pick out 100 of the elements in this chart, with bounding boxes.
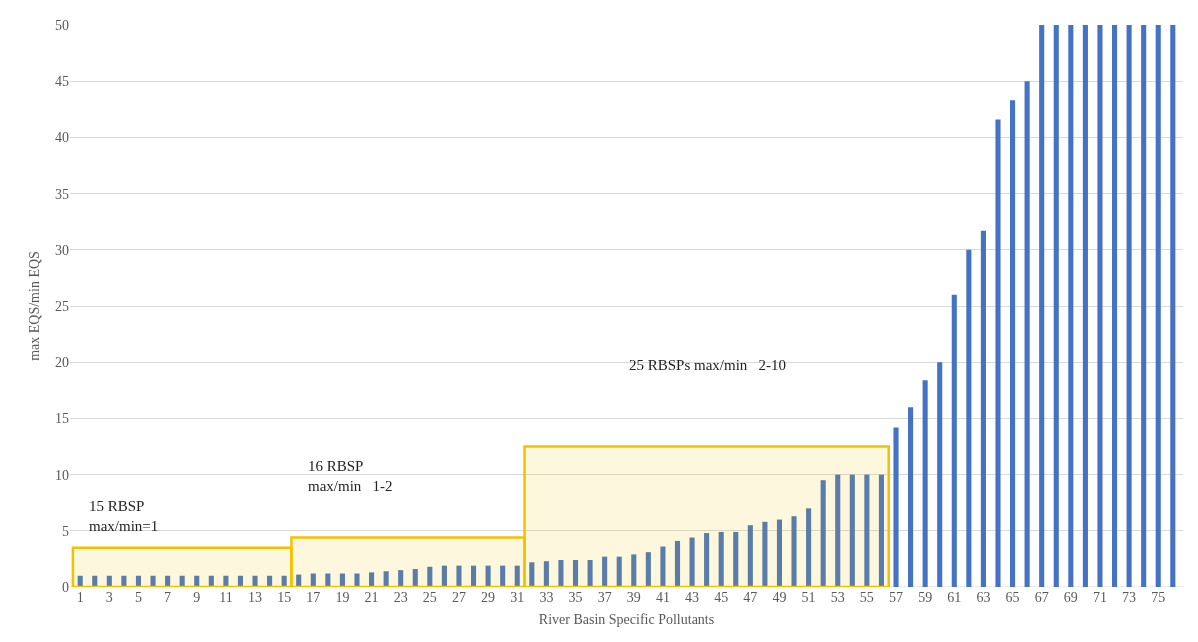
bar xyxy=(660,546,666,587)
bar xyxy=(1024,81,1030,587)
bar xyxy=(339,573,345,587)
bar xyxy=(412,569,418,587)
bar xyxy=(864,474,870,587)
bar xyxy=(820,480,826,587)
bar xyxy=(369,572,375,587)
bar xyxy=(223,575,229,587)
bar xyxy=(718,531,724,587)
bar xyxy=(587,560,593,587)
bar xyxy=(1155,25,1161,587)
bar xyxy=(1068,25,1074,587)
x-tick-label: 59 xyxy=(918,590,933,605)
bar xyxy=(529,562,535,587)
bar xyxy=(77,575,83,587)
x-tick-label: 33 xyxy=(539,590,554,605)
bar xyxy=(980,230,986,587)
bar xyxy=(674,540,681,587)
bar xyxy=(179,575,185,587)
x-tick-label: 63 xyxy=(976,590,991,605)
bar xyxy=(762,521,768,587)
x-tick-label: 31 xyxy=(510,590,525,605)
x-tick-label: 17 xyxy=(306,590,321,605)
bar xyxy=(208,575,214,587)
x-tick-label: 71 xyxy=(1092,590,1107,605)
bar xyxy=(631,554,637,587)
bar xyxy=(543,561,549,587)
bar xyxy=(1010,100,1016,587)
bar xyxy=(951,294,957,587)
bar xyxy=(325,573,331,587)
x-tick-label: 1 xyxy=(76,590,84,605)
x-tick-label: 19 xyxy=(335,590,350,605)
bar xyxy=(966,249,972,587)
bar xyxy=(383,571,389,587)
annotation: 16 RBSP max/min 1-2 xyxy=(308,458,393,494)
bar xyxy=(908,407,914,587)
x-tick-label: 55 xyxy=(859,590,874,605)
bar xyxy=(310,573,316,587)
x-tick-label: 43 xyxy=(685,590,700,605)
bar xyxy=(704,533,710,587)
bar xyxy=(849,474,855,587)
bar xyxy=(747,525,753,587)
x-tick-label: 29 xyxy=(481,590,496,605)
bar xyxy=(922,380,928,587)
bar xyxy=(194,575,200,587)
bar xyxy=(427,566,433,587)
bar xyxy=(398,570,404,587)
x-tick-label: 21 xyxy=(364,590,379,605)
x-tick-label: 65 xyxy=(1005,590,1020,605)
y-tick-label: 35 xyxy=(55,186,69,202)
y-tick-label: 10 xyxy=(55,467,69,483)
x-tick-label: 15 xyxy=(277,590,292,605)
x-tick-label: 73 xyxy=(1122,590,1137,605)
bar xyxy=(165,575,171,587)
x-tick-label: 53 xyxy=(830,590,845,605)
x-tick-label: 27 xyxy=(451,590,466,605)
y-tick-label: 50 xyxy=(55,17,69,33)
bar xyxy=(281,575,287,587)
x-tick-label: 75 xyxy=(1151,590,1166,605)
y-tick-label: 40 xyxy=(55,130,69,146)
bar xyxy=(835,474,841,587)
bar xyxy=(995,119,1001,587)
y-tick-label: 45 xyxy=(55,74,69,90)
bar xyxy=(252,575,258,587)
x-tick-label: 13 xyxy=(248,590,263,605)
x-tick-label: 37 xyxy=(597,590,612,605)
annotation: 15 RBSP max/min=1 xyxy=(89,498,159,534)
x-tick-label: 23 xyxy=(393,590,408,605)
bar xyxy=(106,575,112,587)
bar xyxy=(1126,25,1132,587)
x-tick-label: 67 xyxy=(1034,590,1049,605)
x-tick-label: 57 xyxy=(889,590,904,605)
bar xyxy=(645,552,651,587)
y-tick-label: 20 xyxy=(55,355,69,371)
x-tick-label: 35 xyxy=(568,590,583,605)
bar xyxy=(456,565,462,587)
bar xyxy=(1082,25,1088,587)
bar xyxy=(937,362,943,587)
y-tick-label: 25 xyxy=(55,298,69,314)
x-tick-label: 25 xyxy=(422,590,437,605)
bar xyxy=(500,565,506,587)
x-tick-label: 51 xyxy=(801,590,816,605)
x-tick-label: 5 xyxy=(134,590,142,605)
bar xyxy=(689,537,695,587)
x-tick-label: 41 xyxy=(655,590,670,605)
y-axis-title: max EQS/min EQS xyxy=(26,251,42,361)
x-tick-label: 49 xyxy=(772,590,787,605)
bar xyxy=(572,560,579,587)
annotation: 25 RBSPs max/min 2-10 xyxy=(629,357,787,373)
bar xyxy=(296,574,302,587)
bar xyxy=(791,516,797,587)
bar xyxy=(1141,25,1147,587)
bar xyxy=(92,575,98,587)
y-tick-label: 30 xyxy=(55,242,69,258)
x-tick-label: 3 xyxy=(105,590,113,605)
bar xyxy=(514,565,520,587)
bar xyxy=(441,565,447,587)
x-tick-label: 11 xyxy=(219,590,233,605)
x-tick-label: 69 xyxy=(1063,590,1078,605)
bar xyxy=(267,575,273,587)
